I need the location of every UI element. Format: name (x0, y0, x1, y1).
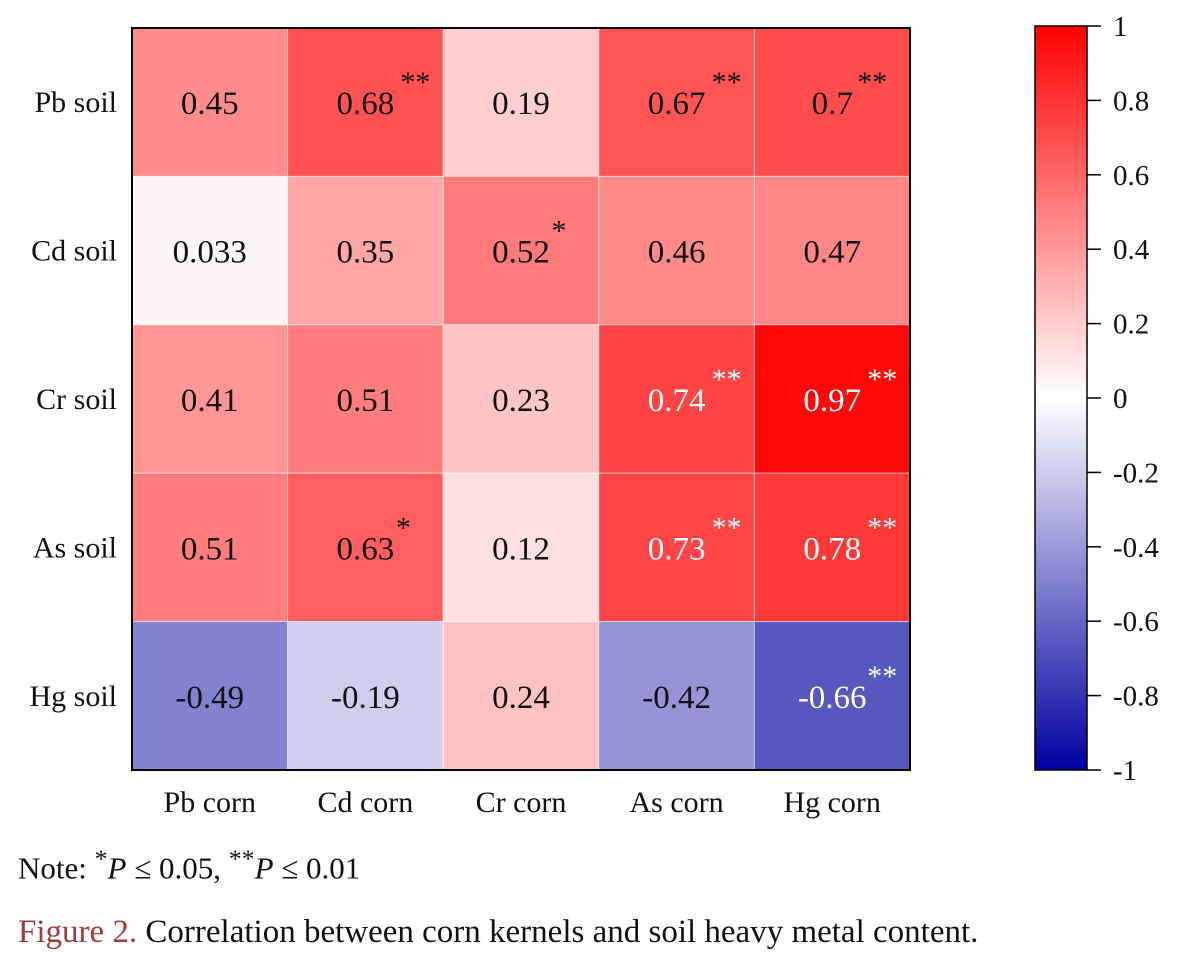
row-label: Pb soil (34, 86, 117, 119)
cell-value-label: 0.73 (648, 531, 706, 567)
colorbar-tick-label: -1 (1113, 755, 1137, 787)
heatmap-cell (598, 27, 755, 177)
caption-text: Correlation between corn kernels and soi… (137, 914, 979, 950)
heatmap-cell (753, 27, 911, 177)
heatmap-cell (131, 27, 289, 177)
heatmap-cell (753, 324, 911, 474)
cell-value-label: 0.78 (803, 531, 861, 567)
cell-value-label: 0.41 (181, 383, 239, 419)
significance-mark: ** (712, 511, 742, 544)
heatmap-cell (598, 472, 755, 623)
cell-value-label: 0.52 (492, 235, 550, 271)
colorbar-tick-label: 0.2 (1113, 309, 1149, 341)
cell-value-label: 0.46 (648, 235, 706, 271)
cell-value-label: 0.23 (492, 383, 550, 419)
cell-value-label: 0.47 (803, 235, 861, 271)
colorbar-tick-label: 0.8 (1113, 85, 1149, 117)
significance-note: Note: *P ≤ 0.05, **P ≤ 0.01 (18, 844, 360, 886)
correlation-heatmap: 0.45 0.68**0.19 0.67**0.7**0.033 0.35 0.52*0… (29, 11, 1159, 819)
column-label: Cr corn (476, 786, 567, 819)
heatmap-cell (442, 472, 600, 623)
cell-value-label: 0.033 (173, 235, 247, 271)
heatmap-cell (442, 175, 600, 326)
cell-value-label: 0.51 (181, 531, 239, 567)
significance-mark: * (552, 215, 567, 248)
cell-value-label: 0.45 (181, 86, 239, 122)
heatmap-cell (753, 175, 911, 326)
cell-value-label: 0.67 (648, 86, 706, 122)
heatmap-cell (598, 324, 755, 474)
colorbar (1034, 25, 1088, 771)
cell-value-label: 0.7 (812, 86, 853, 122)
figure-caption: Figure 2. Correlation between corn kerne… (18, 914, 978, 951)
cell-value-label: -0.66 (798, 680, 867, 716)
significance-mark: ** (712, 66, 742, 99)
heatmap-cell (442, 621, 600, 771)
significance-mark: ** (867, 660, 897, 693)
row-label: Cr soil (36, 383, 117, 416)
note-prefix: Note: (18, 850, 95, 886)
figure-label: Figure 2. (18, 914, 138, 950)
heatmap-frame (131, 27, 911, 771)
row-label: Hg soil (29, 680, 117, 713)
significance-mark: ** (712, 363, 742, 396)
heatmap-cell (131, 175, 289, 326)
column-label: Pb corn (164, 786, 257, 819)
colorbar-tick-label: -0.8 (1113, 681, 1159, 713)
significance-mark: ** (400, 66, 430, 99)
row-label: As soil (33, 531, 117, 564)
cell-value-label: 0.19 (492, 86, 550, 122)
cell-value-label: -0.19 (331, 680, 400, 716)
colorbar-tick-label: 0.6 (1113, 160, 1149, 192)
heatmap-cell (287, 472, 444, 623)
cell-value-label: 0.12 (492, 531, 550, 567)
column-label: Hg corn (783, 786, 880, 819)
significance-mark: ** (867, 511, 897, 544)
significance-mark: ** (867, 363, 897, 396)
heatmap-cell (442, 324, 600, 474)
cell-value-label: 0.35 (337, 235, 395, 271)
note-p2: P (254, 850, 274, 886)
cell-value-label: 0.97 (803, 383, 861, 419)
cell-value-label: 0.51 (337, 383, 395, 419)
cell-value-label: 0.63 (337, 531, 395, 567)
heatmap-cell (287, 175, 444, 326)
colorbar-tick-label: -0.2 (1113, 457, 1159, 489)
note-sig1-mark: * (94, 844, 108, 873)
colorbar-tick-label: 0.4 (1113, 234, 1150, 266)
cell-value-label: 0.74 (648, 383, 706, 419)
colorbar-tick-label: -0.6 (1113, 606, 1159, 638)
column-label: As corn (630, 786, 724, 819)
cell-value-label: 0.24 (492, 680, 550, 716)
heatmap-cell (287, 621, 444, 771)
significance-mark: * (396, 511, 411, 544)
column-label: Cd corn (317, 786, 413, 819)
significance-mark: ** (857, 66, 887, 99)
cell-value-label: 0.68 (337, 86, 395, 122)
cell-value-label: -0.49 (175, 680, 244, 716)
heatmap-cell (287, 27, 444, 177)
note-sig2-mark: ** (228, 844, 255, 873)
heatmap-cell (131, 621, 289, 771)
note-sig1-text: ≤ 0.05, (126, 850, 229, 886)
cell-value-label: -0.42 (642, 680, 711, 716)
colorbar-tick-label: 1 (1113, 11, 1128, 43)
row-label: Cd soil (31, 235, 117, 268)
colorbar-tick-label: 0 (1113, 383, 1128, 415)
note-sig2-text: ≤ 0.01 (273, 850, 361, 886)
note-p1: P (107, 850, 127, 886)
heatmap-cell (287, 324, 444, 474)
heatmap-cell (753, 621, 911, 771)
colorbar-tick-label: -0.4 (1113, 532, 1159, 564)
heatmap-cell (753, 472, 911, 623)
